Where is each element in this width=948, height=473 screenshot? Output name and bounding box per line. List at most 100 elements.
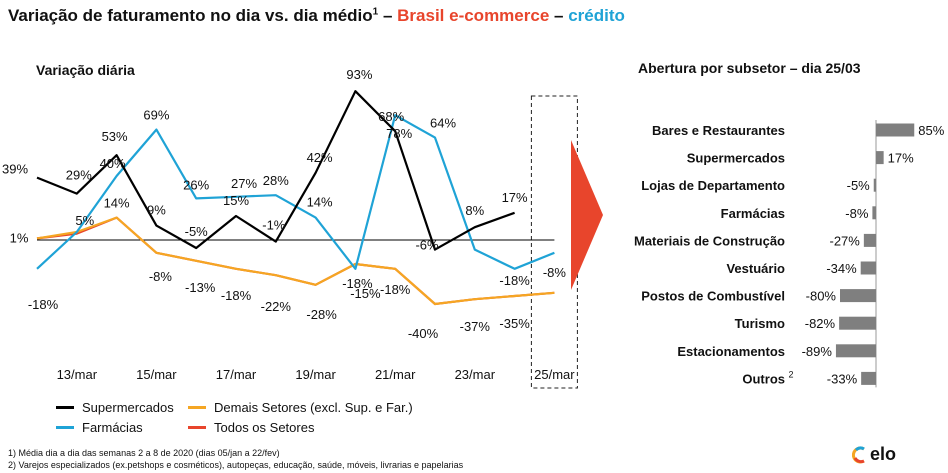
elo-logo-icon — [852, 445, 865, 463]
bar-category-label: Farmácias — [721, 206, 785, 221]
legend-swatch — [56, 406, 74, 409]
data-label: -22% — [261, 299, 292, 314]
bar-value-label: -80% — [806, 289, 837, 304]
legend-item-farmacias: Farmácias — [56, 420, 143, 435]
bar — [840, 289, 876, 303]
bar-category-label: Outros — [742, 371, 785, 386]
bar-value-label: -5% — [847, 178, 871, 193]
footnotes: 1) Média dia a dia das semanas 2 a 8 de … — [8, 447, 463, 471]
data-label: 39% — [2, 162, 28, 177]
legend-label: Todos os Setores — [214, 420, 315, 435]
title-main: Variação de faturamento no dia vs. dia m… — [8, 6, 373, 25]
x-tick-label: 19/mar — [295, 367, 336, 382]
arrow-right-icon — [571, 140, 603, 290]
data-label: 14% — [307, 195, 333, 210]
bar — [876, 151, 884, 165]
data-label: -18% — [28, 297, 59, 312]
legend-swatch — [188, 406, 206, 409]
data-label: 53% — [102, 129, 128, 144]
data-label: -37% — [460, 319, 491, 334]
data-label: 64% — [430, 116, 456, 131]
data-label: -40% — [408, 326, 439, 341]
bar-chart: 85% Bares e Restaurantes 17% Supermercados -… — [634, 120, 945, 388]
title-footnote-marker: 1 — [372, 6, 379, 18]
title-separator-2: – — [549, 6, 569, 25]
legend-swatch — [188, 426, 206, 429]
chart-title: Variação de faturamento no dia vs. dia m… — [8, 6, 625, 26]
data-label: 8% — [465, 203, 484, 218]
logo-text: elo — [870, 444, 897, 464]
bar-category-label: Supermercados — [687, 151, 785, 166]
bar-category-label: Turismo — [735, 316, 785, 331]
data-label: -8% — [543, 265, 567, 280]
data-label: 17% — [502, 190, 528, 205]
footnote-1: 1) Média dia a dia das semanas 2 a 8 de … — [8, 448, 280, 458]
legend-item-todos: Todos os Setores — [188, 420, 314, 435]
data-label: 68% — [378, 109, 404, 124]
data-label: -15% — [350, 286, 381, 301]
legend-item-demais: Demais Setores (excl. Sup. e Far.) — [188, 400, 413, 415]
legend-label: Supermercados — [82, 400, 174, 415]
line-chart-title: Variação diária — [36, 62, 135, 78]
bar — [876, 123, 915, 137]
title-brand: Brasil e-commerce — [397, 6, 550, 25]
data-label: 40% — [100, 156, 126, 171]
bar-category-label: Lojas de Departamento — [641, 178, 785, 193]
data-label: 27% — [231, 176, 257, 191]
x-tick-label: 15/mar — [136, 367, 177, 382]
elo-logo: elo — [852, 444, 896, 465]
data-label: 14% — [104, 196, 130, 211]
legend-swatch — [56, 426, 74, 429]
data-label: 5% — [75, 213, 94, 228]
data-label: 69% — [143, 108, 169, 123]
data-label: 9% — [147, 203, 166, 218]
line-chart: 13/mar 15/mar 17/mar 19/mar 21/mar 23/mar 25/m… — [2, 67, 578, 389]
data-label: -35% — [499, 316, 530, 331]
data-label: -5% — [185, 224, 209, 239]
bar-value-label: 85% — [918, 123, 944, 138]
x-tick-label: 21/mar — [375, 367, 416, 382]
x-tick-label: 17/mar — [216, 367, 257, 382]
data-label: -18% — [380, 282, 411, 297]
bar-category-label: Estacionamentos — [677, 344, 785, 359]
bar-value-label: -34% — [826, 261, 857, 276]
bar-category-label: Postos de Combustível — [641, 289, 785, 304]
data-label: -13% — [185, 280, 216, 295]
data-label: 15% — [223, 193, 249, 208]
data-label: -18% — [221, 288, 252, 303]
data-label: -1% — [262, 218, 286, 233]
data-label: 42% — [307, 150, 333, 165]
footnote-2: 2) Varejos especializados (ex.petshops e… — [8, 460, 464, 470]
bar-category-label: Materiais de Construção — [634, 233, 785, 248]
x-tick-label: 25/mar — [534, 367, 575, 382]
bar — [873, 178, 876, 192]
data-label: -28% — [306, 307, 337, 322]
bar-value-label: -82% — [805, 316, 836, 331]
title-separator: – — [378, 6, 398, 25]
bar-category-label: Bares e Restaurantes — [652, 123, 785, 138]
bar — [863, 233, 876, 247]
data-label: -18% — [499, 273, 530, 288]
bar-value-label: -89% — [802, 344, 833, 359]
bar — [872, 206, 876, 220]
x-tick-label: 13/mar — [57, 367, 98, 382]
bar-value-label: 17% — [888, 151, 914, 166]
bar — [839, 316, 876, 330]
title-credit: crédito — [568, 6, 625, 25]
series-line-supermercados — [36, 90, 515, 251]
bar-value-label: -8% — [845, 206, 869, 221]
data-label: 28% — [263, 173, 289, 188]
x-tick-label: 23/mar — [455, 367, 496, 382]
bar — [835, 344, 876, 358]
bar-category-label: Vestuário — [726, 261, 785, 276]
series-line-demais — [36, 216, 555, 306]
data-label: 93% — [346, 67, 372, 82]
data-label: -6% — [415, 238, 439, 253]
bar-value-label: -27% — [829, 233, 860, 248]
category-footnote-marker: 2 — [788, 369, 793, 379]
bar-chart-title: Abertura por subsetor – dia 25/03 — [638, 60, 861, 76]
data-label: -8% — [149, 269, 173, 284]
data-label: -18% — [342, 276, 373, 291]
legend-label: Demais Setores (excl. Sup. e Far.) — [214, 400, 413, 415]
bar-value-label: -33% — [827, 371, 858, 386]
